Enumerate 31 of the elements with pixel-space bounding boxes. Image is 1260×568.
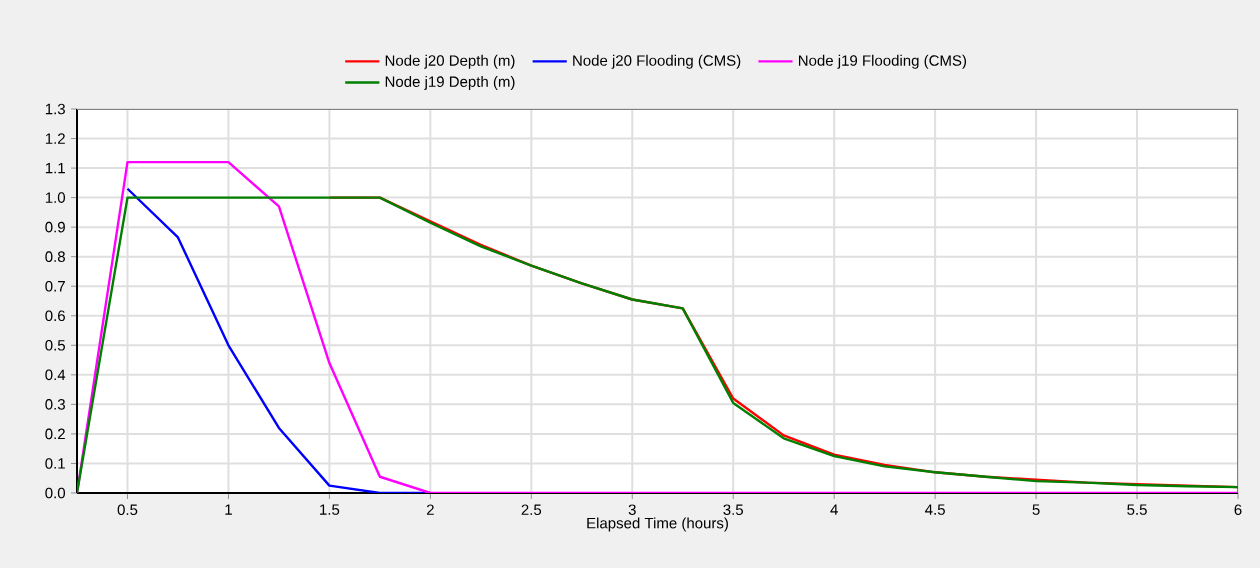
y-tick-label: 0.5: [45, 339, 65, 351]
legend-label: Node j20 Depth (m): [385, 54, 515, 69]
legend-label: Node j19 Flooding (CMS): [798, 54, 967, 69]
y-tick-label: 0.8: [45, 251, 65, 262]
x-tick-label: 3: [628, 504, 636, 516]
y-tick-label: 1.2: [45, 133, 65, 144]
y-tick-label: 0.6: [45, 310, 65, 322]
x-tick-label: 6: [1234, 504, 1242, 516]
legend-label: Node j19 Depth (m): [385, 75, 515, 90]
x-tick-label: 4: [830, 504, 838, 515]
y-tick-label: 0.1: [45, 458, 65, 469]
x-tick-label: 5: [1032, 504, 1040, 515]
x-axis-title: Elapsed Time (hours): [587, 517, 728, 532]
x-tick-label: 0.5: [117, 504, 138, 516]
y-tick-label: 0.9: [45, 221, 65, 233]
legend-label: Node j20 Flooding (CMS): [573, 54, 741, 69]
x-tick-label: 3.5: [723, 504, 744, 516]
x-tick-label: 1.5: [320, 504, 340, 515]
x-tick-label: 1: [225, 504, 232, 515]
y-tick-label: 0.2: [45, 428, 65, 440]
y-tick-label: 0.4: [45, 369, 66, 381]
y-tick-label: 1.1: [45, 162, 65, 174]
x-tick-label: 2.5: [521, 504, 542, 516]
y-tick-label: 0.0: [45, 487, 66, 499]
y-tick-label: 1.0: [45, 192, 66, 203]
x-tick-label: 4.5: [925, 504, 945, 515]
y-tick-label: 0.7: [45, 280, 65, 292]
y-tick-label: 0.3: [45, 399, 65, 410]
x-tick-label: 2: [426, 504, 434, 515]
x-tick-label: 5.5: [1127, 504, 1147, 515]
y-tick-label: 1.3: [45, 103, 65, 115]
